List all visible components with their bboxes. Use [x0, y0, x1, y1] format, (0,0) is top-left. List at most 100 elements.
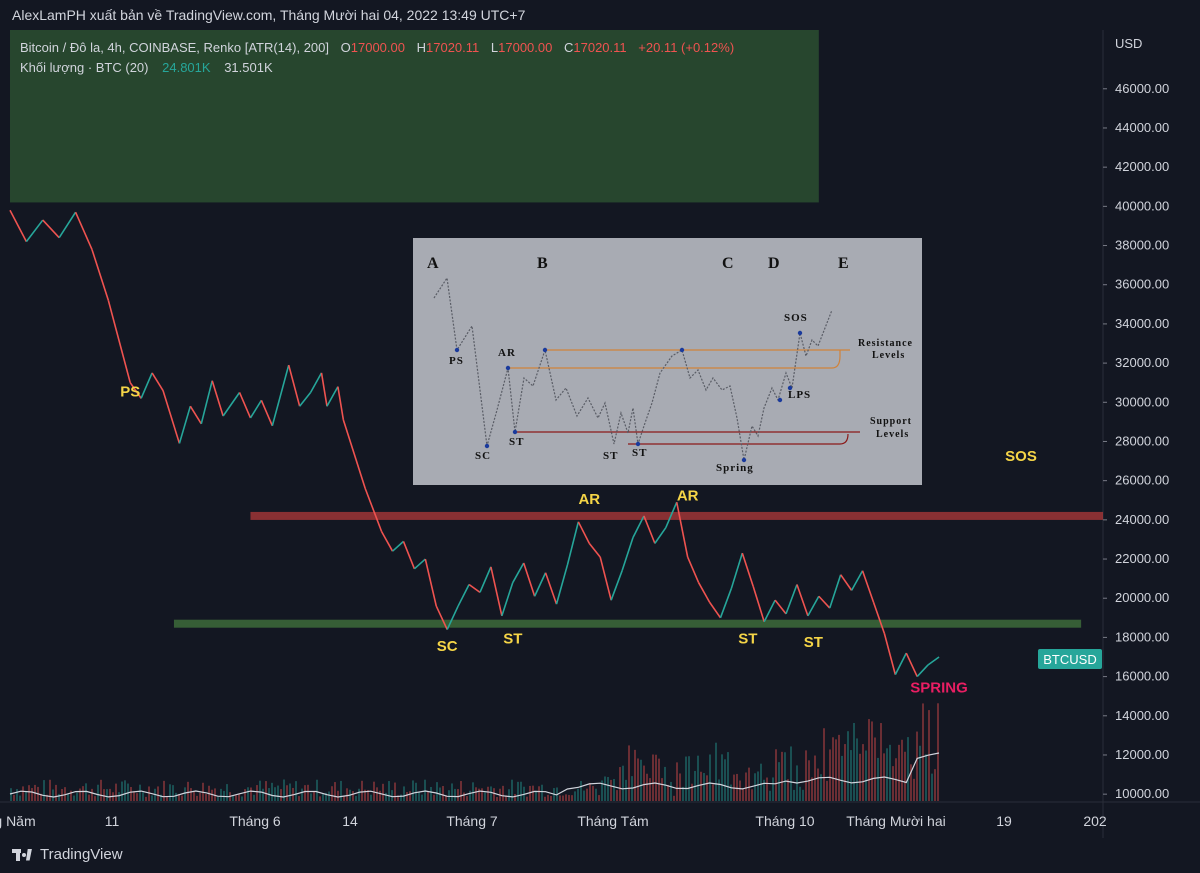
- publish-line: AlexLamPH xuất bản về TradingView.com, T…: [12, 7, 526, 23]
- price-segment: [599, 556, 612, 601]
- volume-bar: [487, 786, 489, 801]
- price-segment: [927, 656, 940, 666]
- chart-area[interactable]: 46000.00 44000.00 42000.00 40000.00 38000.00…: [0, 30, 1200, 838]
- legend-symbol-row: Bitcoin / Đô la, 4h, COINBASE, Renko [AT…: [20, 38, 734, 58]
- inset-event-label: SOS: [784, 312, 808, 324]
- volume-bar: [262, 788, 264, 801]
- volume-bar: [520, 781, 522, 801]
- wyckoff-annotation: ST: [738, 630, 757, 647]
- price-segment: [260, 400, 274, 427]
- open-value: 17000.00: [350, 40, 405, 55]
- volume-bar: [571, 795, 573, 801]
- volume-bar: [811, 777, 813, 801]
- price-segment: [342, 419, 366, 489]
- price-segment: [872, 601, 886, 634]
- inset-resistance-text: Resistance: [858, 338, 913, 349]
- volume-bar: [322, 793, 324, 801]
- volume-bar: [889, 744, 891, 801]
- volume-bar: [691, 783, 693, 801]
- volume-bar: [220, 788, 222, 801]
- volume-bar: [124, 780, 126, 801]
- volume-bar: [118, 792, 120, 801]
- volume-bar: [931, 773, 933, 801]
- volume-bar: [607, 777, 609, 801]
- volume-bar: [274, 787, 276, 801]
- price-segment: [741, 552, 755, 587]
- x-tick-label: 11: [105, 813, 120, 829]
- wyckoff-annotation: AR: [677, 487, 699, 504]
- volume-bar: [295, 781, 297, 801]
- y-tick-label: 34000.00: [1115, 316, 1169, 331]
- inset-point-marker: [797, 330, 803, 336]
- volume-bar: [178, 793, 180, 801]
- volume-bar: [559, 795, 561, 801]
- volume-bar: [25, 791, 27, 801]
- publish-header: AlexLamPH xuất bản về TradingView.com, T…: [0, 0, 1200, 30]
- volume-bar: [583, 790, 585, 801]
- volume-bar: [130, 787, 132, 801]
- volume-bar: [187, 781, 189, 801]
- volume-bar: [277, 785, 279, 801]
- volume-bar: [802, 789, 804, 801]
- volume-bar: [589, 782, 591, 801]
- volume-bar: [667, 784, 669, 801]
- close-value: 17020.11: [573, 40, 627, 55]
- volume-bar: [10, 788, 12, 801]
- volume-bar: [766, 777, 768, 801]
- price-segment: [58, 211, 77, 239]
- volume-bar: [568, 794, 570, 801]
- volume-bar: [415, 782, 417, 801]
- volume-bar: [427, 790, 429, 801]
- volume-bar: [910, 764, 912, 801]
- x-tick-label: Tháng 10: [755, 813, 814, 829]
- price-segment: [435, 605, 448, 630]
- volume-bar: [829, 749, 831, 801]
- volume-bar: [706, 775, 708, 801]
- price-segment: [42, 219, 60, 239]
- volume-bar: [190, 788, 192, 801]
- price-segment: [577, 521, 591, 544]
- price-segment: [222, 392, 241, 417]
- volume-bar: [265, 781, 267, 801]
- price-chart[interactable]: 46000.00 44000.00 42000.00 40000.00 38000.00…: [0, 30, 1200, 838]
- volume-bar: [565, 794, 567, 801]
- price-segment: [200, 380, 213, 425]
- volume-bar: [211, 789, 213, 801]
- volume-bar: [280, 789, 282, 801]
- price-segment: [238, 392, 252, 419]
- currency-label: USD: [1115, 36, 1142, 51]
- inset-event-label: Spring: [716, 462, 754, 474]
- price-segment: [364, 488, 383, 532]
- price-segment: [490, 566, 503, 617]
- volume-bar: [655, 754, 657, 801]
- volume-bar: [373, 781, 375, 801]
- volume-bar: [754, 773, 756, 801]
- tradingview-logo[interactable]: TradingView: [12, 846, 123, 863]
- volume-bar: [469, 790, 471, 801]
- inset-resistance-text: Levels: [872, 350, 905, 361]
- volume-bar: [652, 754, 654, 801]
- price-segment: [555, 564, 569, 605]
- y-tick-label: 46000.00: [1115, 81, 1169, 96]
- volume-bar: [823, 728, 825, 801]
- price-segment: [189, 405, 202, 425]
- y-tick-label: 36000.00: [1115, 277, 1169, 292]
- price-segment: [299, 391, 312, 407]
- volume-value-2: 31.501K: [224, 60, 273, 75]
- volume-bar: [529, 785, 531, 801]
- price-segment: [424, 558, 438, 607]
- volume-bar: [748, 767, 750, 801]
- y-tick-label: 18000.00: [1115, 629, 1169, 644]
- volume-bar: [151, 795, 153, 801]
- volume-bar: [892, 766, 894, 801]
- volume-bar: [298, 796, 300, 801]
- price-segment: [533, 572, 547, 597]
- volume-bar: [397, 795, 399, 801]
- inset-event-label: AR: [498, 347, 516, 359]
- volume-bar: [814, 755, 816, 801]
- volume-bar: [244, 789, 246, 801]
- change-value: +20.11 (+0.12%): [638, 40, 735, 55]
- volume-bar: [115, 783, 117, 801]
- volume-bar: [616, 790, 618, 801]
- volume-bar: [904, 751, 906, 801]
